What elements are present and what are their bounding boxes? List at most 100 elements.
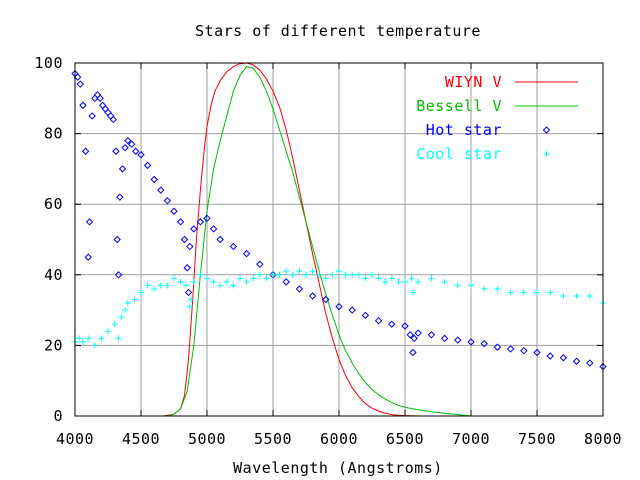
data-point: [124, 300, 131, 307]
data-point: [295, 285, 304, 293]
data-point: [401, 322, 409, 330]
data-point: [586, 292, 593, 299]
x-tick-label: 7000: [452, 430, 490, 448]
data-point: [164, 282, 171, 289]
data-point: [560, 292, 567, 299]
data-point: [91, 342, 98, 349]
x-tick-label: 5500: [254, 430, 292, 448]
data-point: [109, 115, 117, 124]
series-wiyn-v: [163, 62, 432, 417]
data-point: [494, 285, 501, 292]
data-point: [329, 271, 336, 278]
data-point: [409, 348, 417, 357]
data-point: [93, 91, 102, 99]
data-point: [186, 242, 194, 251]
data-point: [183, 264, 191, 272]
data-point: [546, 352, 554, 360]
legend-swatch: [543, 151, 550, 157]
data-point: [414, 329, 422, 337]
data-point: [375, 275, 382, 282]
data-point: [440, 334, 449, 343]
data-point: [114, 271, 123, 279]
x-tick-label: 6500: [386, 430, 424, 448]
series-line-wiyn-v: [163, 62, 432, 417]
data-point: [190, 278, 197, 285]
legend: WIYN V Bessell V Hot star Cool star: [416, 73, 578, 163]
legend-entry-wiyn-v: WIYN V: [445, 73, 578, 91]
grid: [75, 63, 603, 416]
data-point: [256, 260, 264, 268]
data-point: [150, 175, 158, 184]
data-point: [369, 271, 375, 278]
data-point: [309, 268, 316, 275]
data-point: [362, 275, 369, 282]
data-point: [190, 225, 198, 233]
series-hot-star: [71, 69, 607, 371]
data-point: [223, 278, 230, 285]
data-point: [467, 338, 475, 346]
data-point: [427, 331, 436, 339]
data-point: [415, 278, 422, 285]
data-point: [468, 282, 474, 289]
data-point: [118, 314, 125, 321]
y-tick-label: 20: [44, 336, 63, 354]
series-layer: [71, 62, 607, 417]
data-point: [197, 271, 204, 278]
ticks: 4000 4500 5000 5500 6000 6500 7000 7500 8000 0 20 4…: [34, 54, 622, 448]
data-point: [348, 306, 356, 314]
data-point: [230, 282, 237, 289]
data-point: [204, 275, 210, 282]
data-point: [151, 285, 158, 292]
data-point: [128, 140, 136, 148]
data-point: [441, 278, 448, 285]
data-point: [104, 108, 112, 117]
data-point: [322, 295, 330, 304]
data-point: [210, 278, 217, 285]
data-point: [170, 207, 178, 215]
x-tick-label: 8000: [584, 430, 622, 448]
data-point: [88, 112, 96, 120]
data-point: [243, 278, 250, 285]
data-point: [322, 275, 329, 282]
data-point: [188, 296, 195, 303]
data-point: [118, 165, 127, 173]
data-point: [180, 235, 189, 244]
x-tick-label: 4000: [56, 430, 94, 448]
data-point: [336, 268, 342, 275]
data-point: [111, 321, 118, 328]
data-point: [79, 101, 87, 110]
data-point: [112, 147, 120, 155]
legend-label: WIYN V: [445, 73, 502, 91]
data-point: [106, 112, 115, 120]
legend-entry-bessell-v: Bessell V: [416, 97, 578, 115]
data-point: [270, 271, 276, 278]
legend-label: Bessell V: [416, 97, 502, 115]
data-point: [98, 335, 105, 342]
data-point: [256, 271, 263, 278]
y-tick-label: 80: [44, 125, 63, 143]
data-point: [75, 335, 82, 342]
data-point: [73, 73, 82, 81]
chart-title: Stars of different temperature: [195, 22, 481, 40]
data-point: [105, 328, 111, 335]
data-point: [572, 357, 581, 365]
legend-label: Cool star: [416, 145, 502, 163]
data-point: [586, 359, 594, 367]
data-point: [289, 271, 296, 278]
data-point: [374, 316, 383, 325]
data-point: [101, 105, 110, 113]
data-point: [144, 282, 151, 289]
x-tick-label: 7500: [518, 430, 556, 448]
data-point: [132, 147, 140, 155]
data-point: [250, 275, 257, 282]
data-point: [480, 339, 488, 348]
data-point: [520, 289, 527, 296]
data-point: [547, 289, 554, 296]
data-point: [316, 271, 323, 278]
data-point: [506, 345, 515, 353]
data-point: [493, 343, 502, 351]
data-point: [276, 271, 283, 278]
data-point: [163, 196, 172, 205]
data-point: [402, 278, 408, 285]
